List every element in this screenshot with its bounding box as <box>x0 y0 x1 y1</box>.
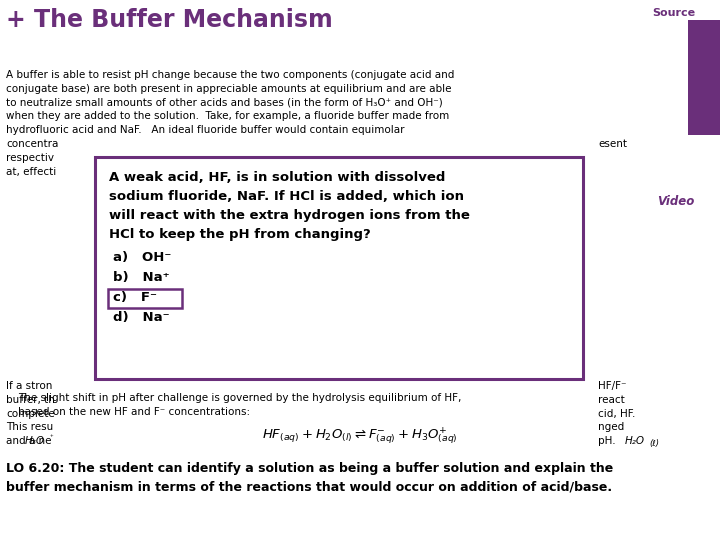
FancyBboxPatch shape <box>95 157 583 379</box>
Text: $\mathit{HF}_{(aq)} + \mathit{H_2O}_{(l)} \rightleftharpoons \mathit{F}^{-}_{(aq: $\mathit{HF}_{(aq)} + \mathit{H_2O}_{(l)… <box>262 425 458 446</box>
Text: buffer, th: buffer, th <box>6 395 55 405</box>
Text: If a stron: If a stron <box>6 381 53 391</box>
Text: HF/F⁻: HF/F⁻ <box>598 381 626 391</box>
Text: A weak acid, HF, is in solution with dissolved: A weak acid, HF, is in solution with dis… <box>109 171 446 184</box>
Text: a)   OH⁻: a) OH⁻ <box>113 252 171 265</box>
Text: nged: nged <box>598 422 624 433</box>
Text: A buffer is able to resist pH change because the two components (conjugate acid : A buffer is able to resist pH change bec… <box>6 70 454 80</box>
Text: + The Buffer Mechanism: + The Buffer Mechanism <box>6 8 333 32</box>
Text: d)   Na⁻: d) Na⁻ <box>113 312 170 325</box>
Text: buffer mechanism in terms of the reactions that would occur on addition of acid/: buffer mechanism in terms of the reactio… <box>6 480 612 493</box>
Text: (ℓ): (ℓ) <box>649 439 659 448</box>
Text: to neutralize small amounts of other acids and bases (in the form of H₃O⁺ and OH: to neutralize small amounts of other aci… <box>6 98 443 107</box>
Text: hydrofluoric acid and NaF.   An ideal fluoride buffer would contain equimolar: hydrofluoric acid and NaF. An ideal fluo… <box>6 125 405 135</box>
Text: H₂O: H₂O <box>625 436 645 446</box>
Text: b)   Na⁺: b) Na⁺ <box>113 272 170 285</box>
Text: when they are added to the solution.  Take, for example, a fluoride buffer made : when they are added to the solution. Tak… <box>6 111 449 122</box>
Text: and a ne: and a ne <box>6 436 52 446</box>
Text: conjugate base) are both present in appreciable amounts at equilibrium and are a: conjugate base) are both present in appr… <box>6 84 451 94</box>
Text: This resu: This resu <box>6 422 53 433</box>
Text: will react with the extra hydrogen ions from the: will react with the extra hydrogen ions … <box>109 209 470 222</box>
Text: sodium fluoride, NaF. If HCl is added, which ion: sodium fluoride, NaF. If HCl is added, w… <box>109 190 464 203</box>
Text: ⁺: ⁺ <box>50 435 54 441</box>
Text: HCl to keep the pH from changing?: HCl to keep the pH from changing? <box>109 228 371 241</box>
Text: react: react <box>598 395 625 405</box>
Text: concentra: concentra <box>6 139 58 149</box>
Text: respectiv: respectiv <box>6 153 54 163</box>
Text: based on the new HF and F⁻ concentrations:: based on the new HF and F⁻ concentration… <box>18 407 250 417</box>
Text: cid, HF.: cid, HF. <box>598 409 635 419</box>
Text: complete: complete <box>6 409 55 419</box>
Text: LO 6.20: The student can identify a solution as being a buffer solution and expl: LO 6.20: The student can identify a solu… <box>6 462 613 475</box>
FancyBboxPatch shape <box>108 289 182 308</box>
Text: at, effecti: at, effecti <box>6 167 56 177</box>
Text: c)   F⁻: c) F⁻ <box>113 292 157 305</box>
Text: Video: Video <box>657 195 694 208</box>
Text: The slight shift in pH after challenge is governed by the hydrolysis equilibrium: The slight shift in pH after challenge i… <box>18 393 462 403</box>
Bar <box>688 20 720 135</box>
Text: pH.: pH. <box>598 436 616 446</box>
Text: H₃O: H₃O <box>25 436 45 446</box>
Text: Source: Source <box>652 8 695 18</box>
Text: esent: esent <box>598 139 627 149</box>
